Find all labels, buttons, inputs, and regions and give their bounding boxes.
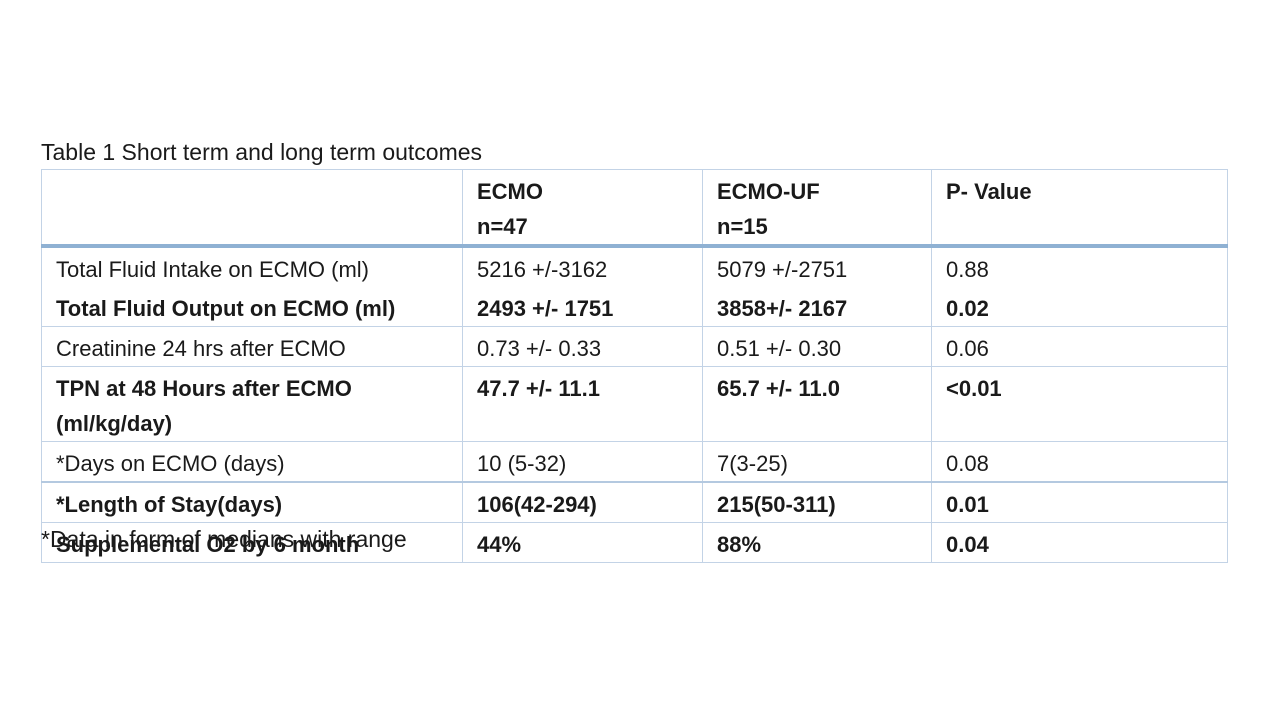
- header-cell-p-value: P- Value: [931, 169, 1228, 248]
- cell-ecmo-uf: 65.7 +/- 11.0: [702, 366, 932, 442]
- header-cell-blank: [41, 169, 463, 248]
- header-ecmo-label: ECMO: [477, 179, 543, 204]
- outcomes-table: ECMO n=47 ECMO-UF n=15 P- Value Total Fl…: [41, 169, 1228, 563]
- cell-p-value: 0.02: [931, 287, 1228, 327]
- row-label: TPN at 48 Hours after ECMO (ml/kg/day): [41, 366, 463, 442]
- cell-ecmo-uf: 7(3-25): [702, 441, 932, 483]
- cell-ecmo-uf: 88%: [702, 522, 932, 563]
- row-label: *Days on ECMO (days): [41, 441, 463, 483]
- cell-p-value: 0.01: [931, 481, 1228, 523]
- row-label: Total Fluid Intake on ECMO (ml): [41, 245, 463, 287]
- table-footnote: *Data in form of medians with range: [41, 526, 407, 552]
- table-caption: Table 1 Short term and long term outcome…: [41, 139, 483, 165]
- header-cell-ecmo-uf: ECMO-UF n=15: [702, 169, 932, 248]
- cell-ecmo: 47.7 +/- 11.1: [462, 366, 703, 442]
- cell-ecmo: 2493 +/- 1751: [462, 287, 703, 327]
- cell-p-value: <0.01: [931, 366, 1228, 442]
- cell-ecmo-uf: 215(50-311): [702, 481, 932, 523]
- table-row: Total Fluid Output on ECMO (ml) 2493 +/-…: [41, 287, 1228, 327]
- cell-ecmo-uf: 3858+/- 2167: [702, 287, 932, 327]
- header-ecmo-uf-label: ECMO-UF: [717, 179, 820, 204]
- row-label: Supplemental O2 by 6 month: [41, 522, 463, 563]
- table-row: TPN at 48 Hours after ECMO (ml/kg/day) 4…: [41, 366, 1228, 442]
- table-row: Supplemental O2 by 6 month 44% 88% 0.04: [41, 522, 1228, 563]
- header-ecmo-uf-n: n=15: [717, 214, 768, 239]
- cell-ecmo: 44%: [462, 522, 703, 563]
- cell-ecmo: 0.73 +/- 0.33: [462, 326, 703, 367]
- header-ecmo-n: n=47: [477, 214, 528, 239]
- table-header-row: ECMO n=47 ECMO-UF n=15 P- Value: [41, 169, 1228, 248]
- header-cell-ecmo: ECMO n=47: [462, 169, 703, 248]
- cell-ecmo-uf: 0.51 +/- 0.30: [702, 326, 932, 367]
- row-label: Creatinine 24 hrs after ECMO: [41, 326, 463, 367]
- row-label: *Length of Stay(days): [41, 481, 463, 523]
- table-row: *Length of Stay(days) 106(42-294) 215(50…: [41, 481, 1228, 523]
- cell-ecmo: 10 (5-32): [462, 441, 703, 483]
- table-row: Total Fluid Intake on ECMO (ml) 5216 +/-…: [41, 245, 1228, 287]
- cell-ecmo: 106(42-294): [462, 481, 703, 523]
- cell-p-value: 0.06: [931, 326, 1228, 367]
- cell-ecmo-uf: 5079 +/-2751: [702, 245, 932, 287]
- table-row: Creatinine 24 hrs after ECMO 0.73 +/- 0.…: [41, 326, 1228, 367]
- cell-p-value: 0.04: [931, 522, 1228, 563]
- table-row: *Days on ECMO (days) 10 (5-32) 7(3-25) 0…: [41, 441, 1228, 483]
- cell-p-value: 0.08: [931, 441, 1228, 483]
- row-label: Total Fluid Output on ECMO (ml): [41, 287, 463, 327]
- cell-ecmo: 5216 +/-3162: [462, 245, 703, 287]
- cell-p-value: 0.88: [931, 245, 1228, 287]
